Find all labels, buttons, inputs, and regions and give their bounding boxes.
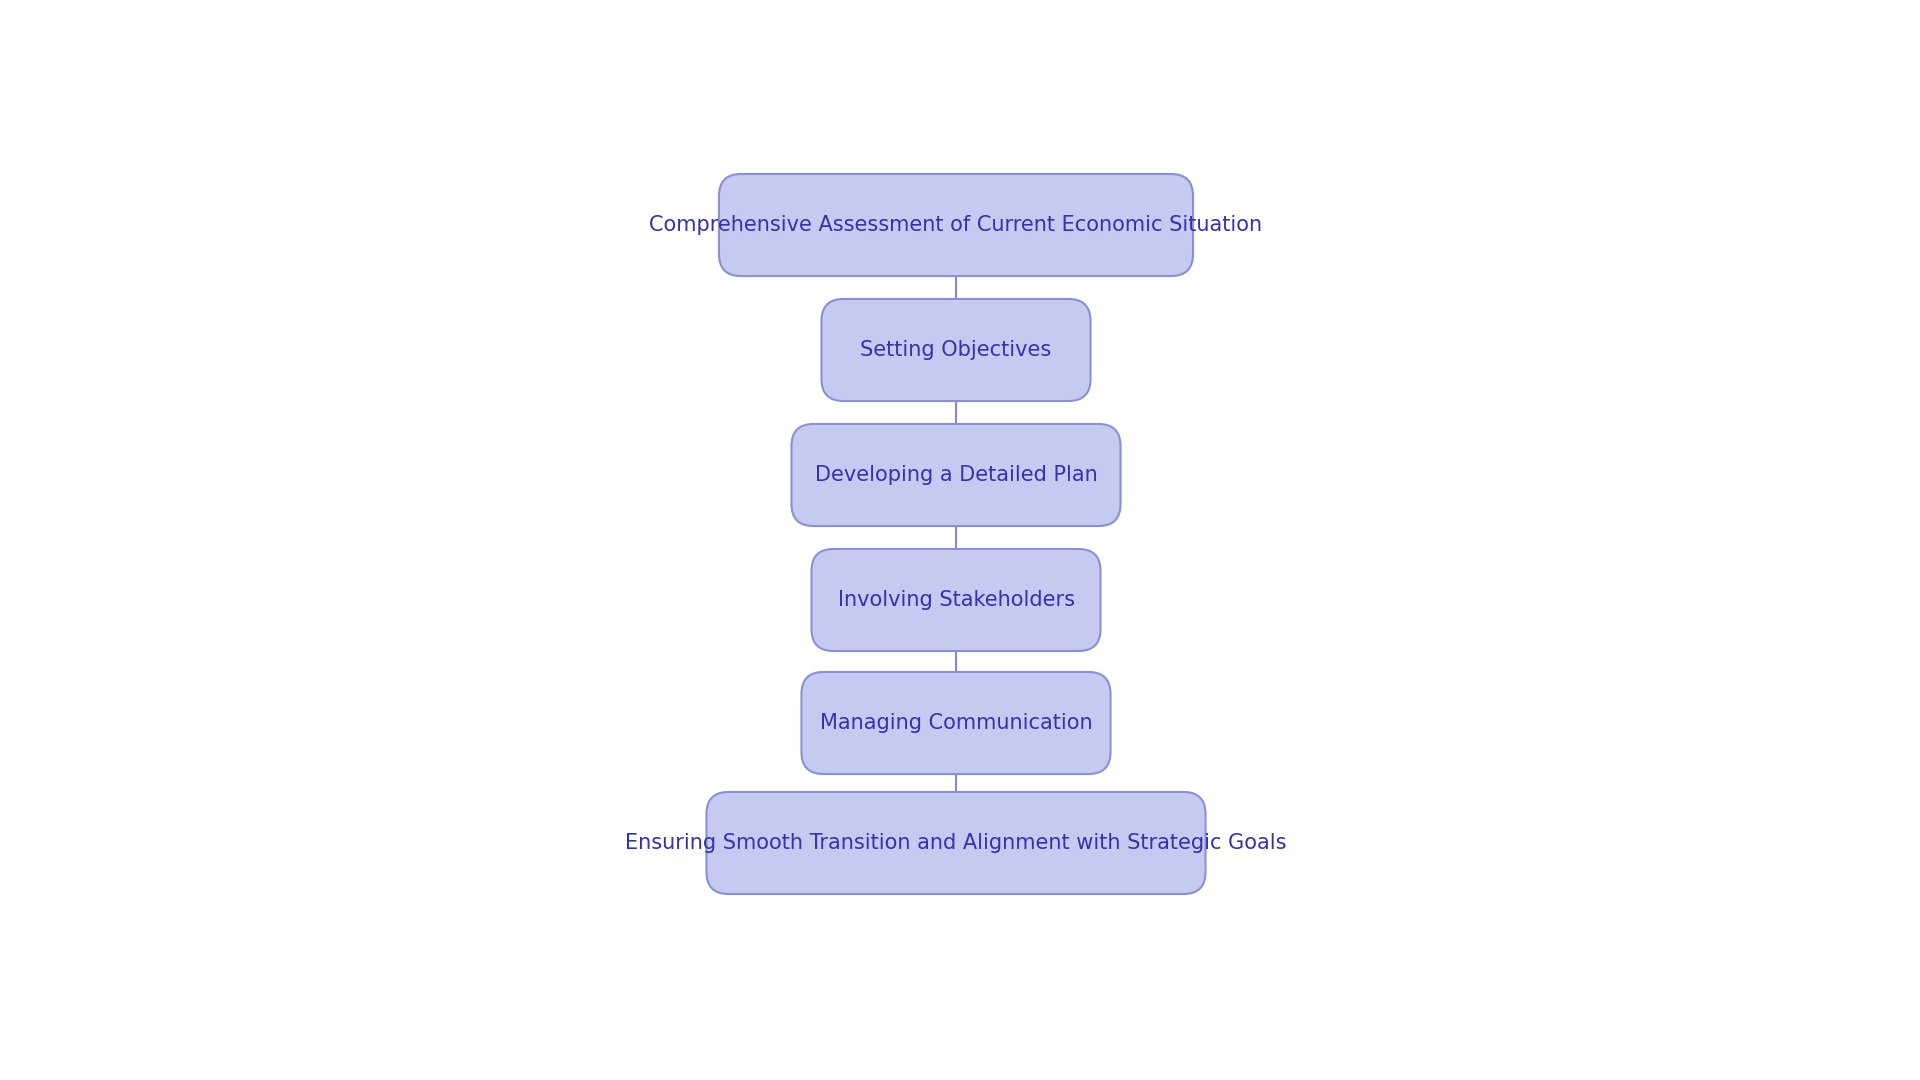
FancyBboxPatch shape <box>718 174 1192 276</box>
FancyBboxPatch shape <box>707 792 1206 894</box>
Text: Comprehensive Assessment of Current Economic Situation: Comprehensive Assessment of Current Econ… <box>649 215 1263 235</box>
Text: Involving Stakeholders: Involving Stakeholders <box>837 590 1075 610</box>
FancyBboxPatch shape <box>791 424 1121 526</box>
Text: Ensuring Smooth Transition and Alignment with Strategic Goals: Ensuring Smooth Transition and Alignment… <box>626 833 1286 853</box>
FancyBboxPatch shape <box>812 549 1100 651</box>
Text: Managing Communication: Managing Communication <box>820 713 1092 733</box>
Text: Developing a Detailed Plan: Developing a Detailed Plan <box>814 465 1098 485</box>
Text: Setting Objectives: Setting Objectives <box>860 340 1052 360</box>
FancyBboxPatch shape <box>801 672 1110 774</box>
FancyBboxPatch shape <box>822 299 1091 401</box>
